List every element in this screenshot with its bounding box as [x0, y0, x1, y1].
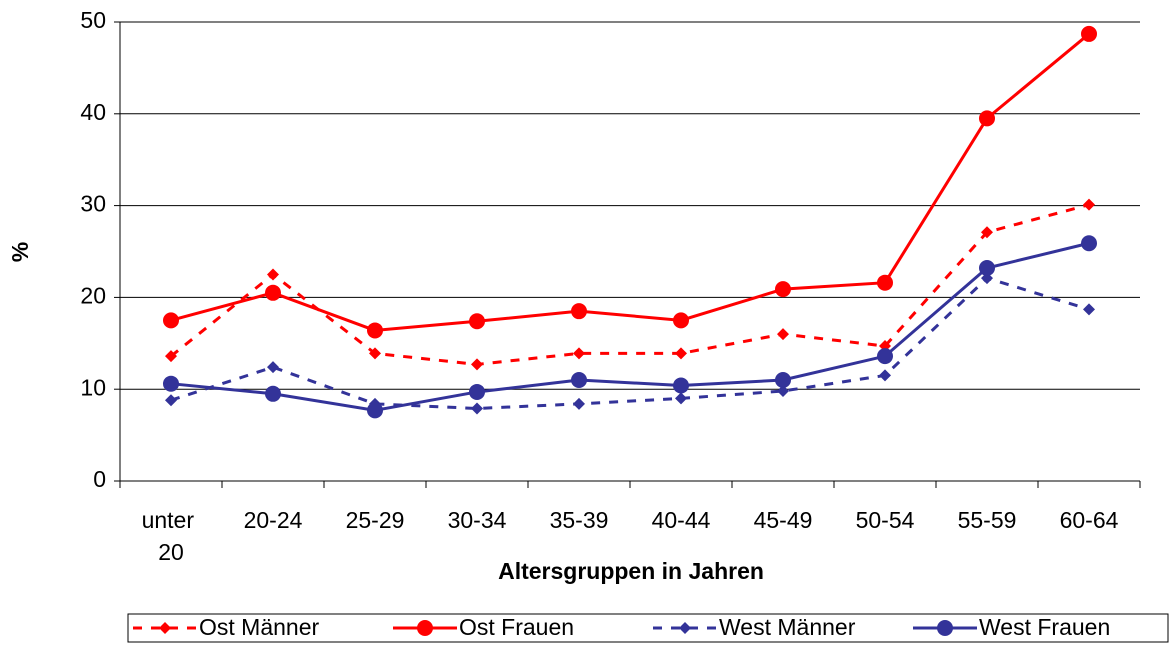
- y-axis-label: %: [7, 242, 33, 262]
- point: [675, 347, 687, 360]
- x-tick-label: 60-64: [1060, 507, 1119, 533]
- point: [265, 385, 281, 402]
- point: [367, 402, 383, 419]
- point: [775, 281, 791, 298]
- legend-label: West Männer: [719, 614, 856, 640]
- x-tick-label: 35-39: [550, 507, 609, 533]
- series-line: [170, 203, 1090, 366]
- point: [1083, 303, 1095, 316]
- series-line: [170, 241, 1090, 412]
- point: [981, 226, 993, 239]
- point: [571, 372, 587, 389]
- x-tick-label: 25-29: [346, 507, 405, 533]
- x-tick-label: 30-34: [448, 507, 507, 533]
- point: [673, 312, 689, 329]
- point: [879, 369, 891, 382]
- point: [471, 358, 483, 371]
- point: [469, 313, 485, 330]
- point: [267, 268, 279, 281]
- point: [1081, 25, 1097, 42]
- point: [775, 372, 791, 389]
- x-tick-label: 50-54: [856, 507, 915, 533]
- point: [573, 397, 585, 410]
- point: [777, 385, 789, 398]
- x-tick-label: 55-59: [958, 507, 1017, 533]
- y-tick-label: 0: [93, 466, 106, 492]
- legend-marker: [937, 620, 953, 636]
- point: [165, 350, 177, 363]
- legend-label: Ost Männer: [199, 614, 319, 640]
- x-tick-label: 20-24: [244, 507, 303, 533]
- point: [573, 347, 585, 360]
- point: [979, 260, 995, 277]
- y-tick-label: 20: [80, 282, 106, 308]
- series-line: [170, 276, 1090, 410]
- point: [571, 303, 587, 320]
- legend-marker: [679, 622, 691, 634]
- point: [673, 377, 689, 394]
- point: [471, 402, 483, 415]
- point: [877, 348, 893, 365]
- legend-label: Ost Frauen: [459, 614, 574, 640]
- series-line: [170, 32, 1090, 332]
- point: [1081, 235, 1097, 252]
- x-tick-label: 40-44: [652, 507, 711, 533]
- point: [165, 394, 177, 407]
- point: [777, 328, 789, 341]
- y-tick-label: 50: [80, 7, 106, 33]
- point: [163, 312, 179, 329]
- legend-marker: [417, 620, 433, 636]
- legend-box: [127, 613, 1169, 643]
- y-tick-label: 30: [80, 191, 106, 217]
- x-axis-label: Altersgruppen in Jahren: [498, 558, 764, 584]
- point: [877, 274, 893, 291]
- point: [675, 392, 687, 405]
- point: [163, 375, 179, 392]
- point: [979, 110, 995, 127]
- point: [469, 383, 485, 400]
- legend-marker: [159, 622, 171, 634]
- point: [367, 322, 383, 339]
- point: [265, 284, 281, 301]
- y-tick-label: 40: [80, 99, 106, 125]
- x-tick-label: unter 20: [142, 507, 201, 565]
- point: [267, 361, 279, 374]
- point: [369, 347, 381, 360]
- legend-label: West Frauen: [979, 614, 1110, 640]
- point: [1083, 198, 1095, 211]
- y-tick-label: 10: [80, 374, 106, 400]
- x-tick-label: 45-49: [754, 507, 813, 533]
